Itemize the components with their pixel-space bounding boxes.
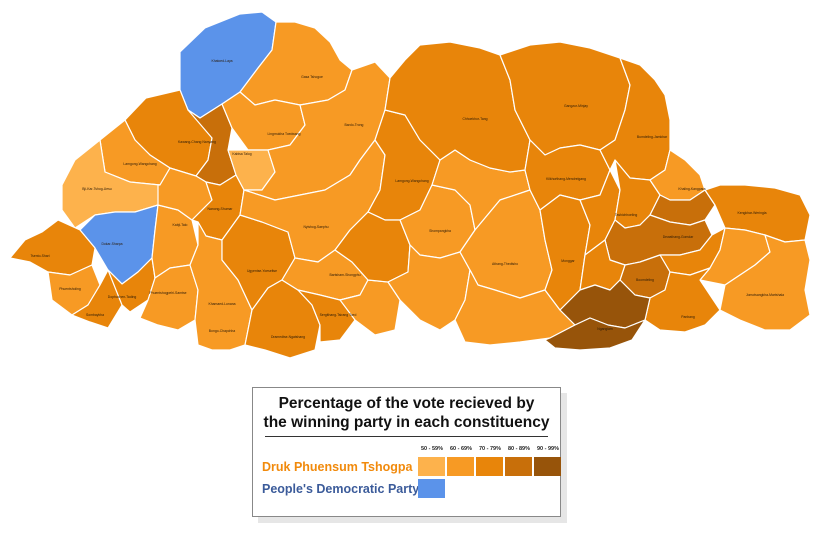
label-jomotsangkha: Jomotsangkha-Martshala — [746, 293, 784, 297]
swatch-dpt-80-89 — [505, 457, 532, 476]
constituency-region[interactable] — [719, 234, 811, 331]
label-athang: Athang-Thedtsho — [492, 262, 518, 266]
label-bumdeling: Bumdeling-Jamkhar — [637, 135, 668, 139]
label-dramedtse: Dramedtse-Ngatshang — [271, 335, 305, 339]
label-lamgong: Lamgong-Wangchang — [123, 162, 156, 166]
constituency-regions — [9, 11, 811, 359]
swatch-dpt-50-59 — [418, 457, 445, 476]
label-gasa-tshogoe: Gasa Tshogoe — [301, 75, 323, 79]
label-chhoekhor: Chhoekhor-Tang — [462, 117, 487, 121]
label-bartsham: Bartsham-Shongphu — [329, 273, 360, 277]
label-sergithang: Sergithang-Tsirang Toed — [320, 313, 357, 317]
bhutan-map-svg: Khatoed-Laya Gasa Tshogoe Lingmukha Toed… — [9, 11, 811, 359]
label-shompangkha: Shompangkha — [429, 229, 451, 233]
label-khatoed-laya: Khatoed-Laya — [211, 59, 232, 63]
label-lingmukha: Lingmukha Toedwang — [268, 132, 301, 136]
party-name-pdp: People's Democratic Party — [262, 482, 420, 496]
label-bardo: Bardo-Trong — [345, 123, 364, 127]
label-nyishog: Nyishog-Saephu — [303, 225, 328, 229]
label-boomdeling: Boomdeling — [636, 278, 654, 282]
label-bongo: Bongo-Chapchha — [209, 329, 236, 333]
range-label-50-59: 50 - 59% — [420, 446, 443, 452]
legend-title: Percentage of the vote recieved by the w… — [263, 395, 550, 431]
label-tashichhoeling: Tashichhoeling — [615, 213, 638, 217]
label-khamaed: Khamaed-Lunana — [209, 302, 236, 306]
constituency-map: Khatoed-Laya Gasa Tshogoe Lingmukha Toed… — [9, 11, 811, 359]
constituency-region[interactable] — [544, 317, 646, 351]
party-name-dpt: Druk Phuensum Tshogpa — [262, 460, 413, 474]
label-bji-kar: Bji-Kar-Tshog-Uesu — [82, 187, 112, 191]
label-kabisa-talog: Kabisa Talog — [232, 152, 251, 156]
label-dophuchen: Dophuchen-Tading — [108, 295, 137, 299]
swatch-dpt-60-69 — [447, 457, 474, 476]
range-label-80-89: 80 - 89% — [507, 446, 530, 452]
range-label-90-99: 90 - 99% — [536, 446, 559, 452]
label-phuentshogpelri: Phuentshogpelri-Samtse — [149, 291, 186, 295]
label-sombaykha: Sombaykha — [86, 313, 104, 317]
map-legend: Percentage of the vote recieved by the w… — [252, 387, 561, 517]
label-panbang: Panbang — [681, 315, 695, 319]
constituency-region[interactable] — [9, 219, 96, 276]
swatch-dpt-90-99 — [534, 457, 561, 476]
label-kabji: Kabji-Talo — [173, 223, 188, 227]
label-dewathang: Dewathang-Gomdar — [663, 235, 694, 239]
label-dokar: Dokar-Sharpa — [101, 242, 122, 246]
constituency-labels: Khatoed-Laya Gasa Tshogoe Lingmukha Toed… — [30, 59, 784, 339]
range-label-70-79: 70 - 79% — [478, 446, 501, 452]
label-khaling: Khaling-Kangpara — [678, 187, 705, 191]
label-kengkhar: Kengkhar-Weringla — [738, 211, 767, 215]
label-nganglam: Nganglam — [597, 327, 613, 331]
label-tsento: Tsento-Shari — [30, 254, 49, 258]
label-gangzur: Gangzur-Minjay — [564, 104, 588, 108]
label-lamgong-2: Lamgong-Wangchang — [395, 179, 428, 183]
legend-divider — [265, 436, 548, 437]
label-monggar: Monggar — [561, 259, 575, 263]
label-kilkhorthang: Kilkhorthang-Mendrelgang — [546, 177, 586, 181]
range-label-60-69: 60 - 69% — [449, 446, 472, 452]
swatch-dpt-70-79 — [476, 457, 503, 476]
label-ugyentse: Ugyentse-Yoeseltse — [247, 269, 277, 273]
label-phuentsholing: Phuentsholing — [59, 287, 81, 291]
swatch-pdp — [418, 479, 445, 498]
label-kawang: Kawang-Chang Nanyang — [178, 140, 216, 144]
label-nanong: Nanong-Shumar — [208, 207, 234, 211]
